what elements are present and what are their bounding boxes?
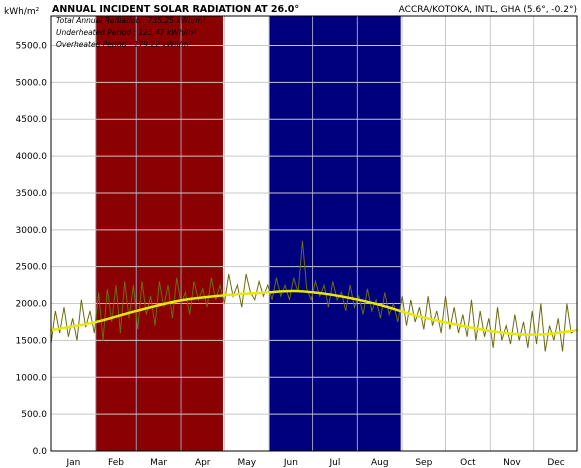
x-tick-label: Jul bbox=[329, 458, 341, 468]
y-tick-label: 500.0 bbox=[21, 410, 47, 420]
x-tick-label: Mar bbox=[150, 458, 167, 468]
y-tick-label: 1000.0 bbox=[16, 373, 48, 383]
average-radiation-line bbox=[49, 289, 579, 336]
axes: Jan Feb Mar Apr May Jun Jul Aug Sep Oct Nov Dec 0.0 5… bbox=[16, 15, 578, 468]
period-bands bbox=[95, 16, 401, 451]
x-tick-label: Aug bbox=[371, 458, 389, 468]
legend-total: Total Annual Radiation : 735.25 kWh/m² bbox=[56, 16, 206, 25]
legend-overheated: Overheated Period : 179.22 kWh/m² bbox=[56, 40, 192, 49]
overheated-period-band bbox=[95, 16, 223, 451]
y-tick-label: 3000.0 bbox=[16, 226, 48, 236]
y-tick-label: 4000.0 bbox=[16, 152, 48, 162]
x-tick-label: Sep bbox=[415, 458, 432, 468]
x-tick-label: May bbox=[238, 458, 257, 468]
x-tick-label: Jan bbox=[65, 458, 80, 468]
x-tick-label: Apr bbox=[195, 458, 211, 468]
daily-radiation-line bbox=[50, 240, 578, 352]
chart-title: ANNUAL INCIDENT SOLAR RADIATION AT 26.0° bbox=[52, 4, 299, 15]
y-tick-label: 0.0 bbox=[33, 447, 48, 457]
series-lines bbox=[49, 240, 579, 352]
location-label: ACCRA/KOTOKA, INTL, GHA (5.6°, -0.2°) bbox=[399, 5, 577, 15]
x-tick-label: Jun bbox=[283, 458, 298, 468]
y-unit-label: kWh/m² bbox=[4, 7, 40, 17]
x-tick-label: Nov bbox=[503, 458, 521, 468]
y-tick-label: 2000.0 bbox=[16, 300, 48, 310]
plot-frame bbox=[50, 15, 578, 452]
y-tick-label: 5500.0 bbox=[16, 41, 48, 51]
x-tick-label: Dec bbox=[547, 458, 564, 468]
y-tick-label: 5000.0 bbox=[16, 78, 48, 88]
y-tick-label: 1500.0 bbox=[16, 336, 48, 346]
legend-underheated: Underheated Period : 125.47 kWh/m² bbox=[56, 28, 196, 37]
x-tick-label: Feb bbox=[108, 458, 124, 468]
y-tick-label: 2500.0 bbox=[16, 263, 48, 273]
x-tick-label: Oct bbox=[460, 458, 476, 468]
underheated-period-band bbox=[269, 16, 401, 451]
y-tick-label: 4500.0 bbox=[16, 115, 48, 125]
y-tick-label: 3500.0 bbox=[16, 189, 48, 199]
grid-lines bbox=[51, 16, 577, 451]
